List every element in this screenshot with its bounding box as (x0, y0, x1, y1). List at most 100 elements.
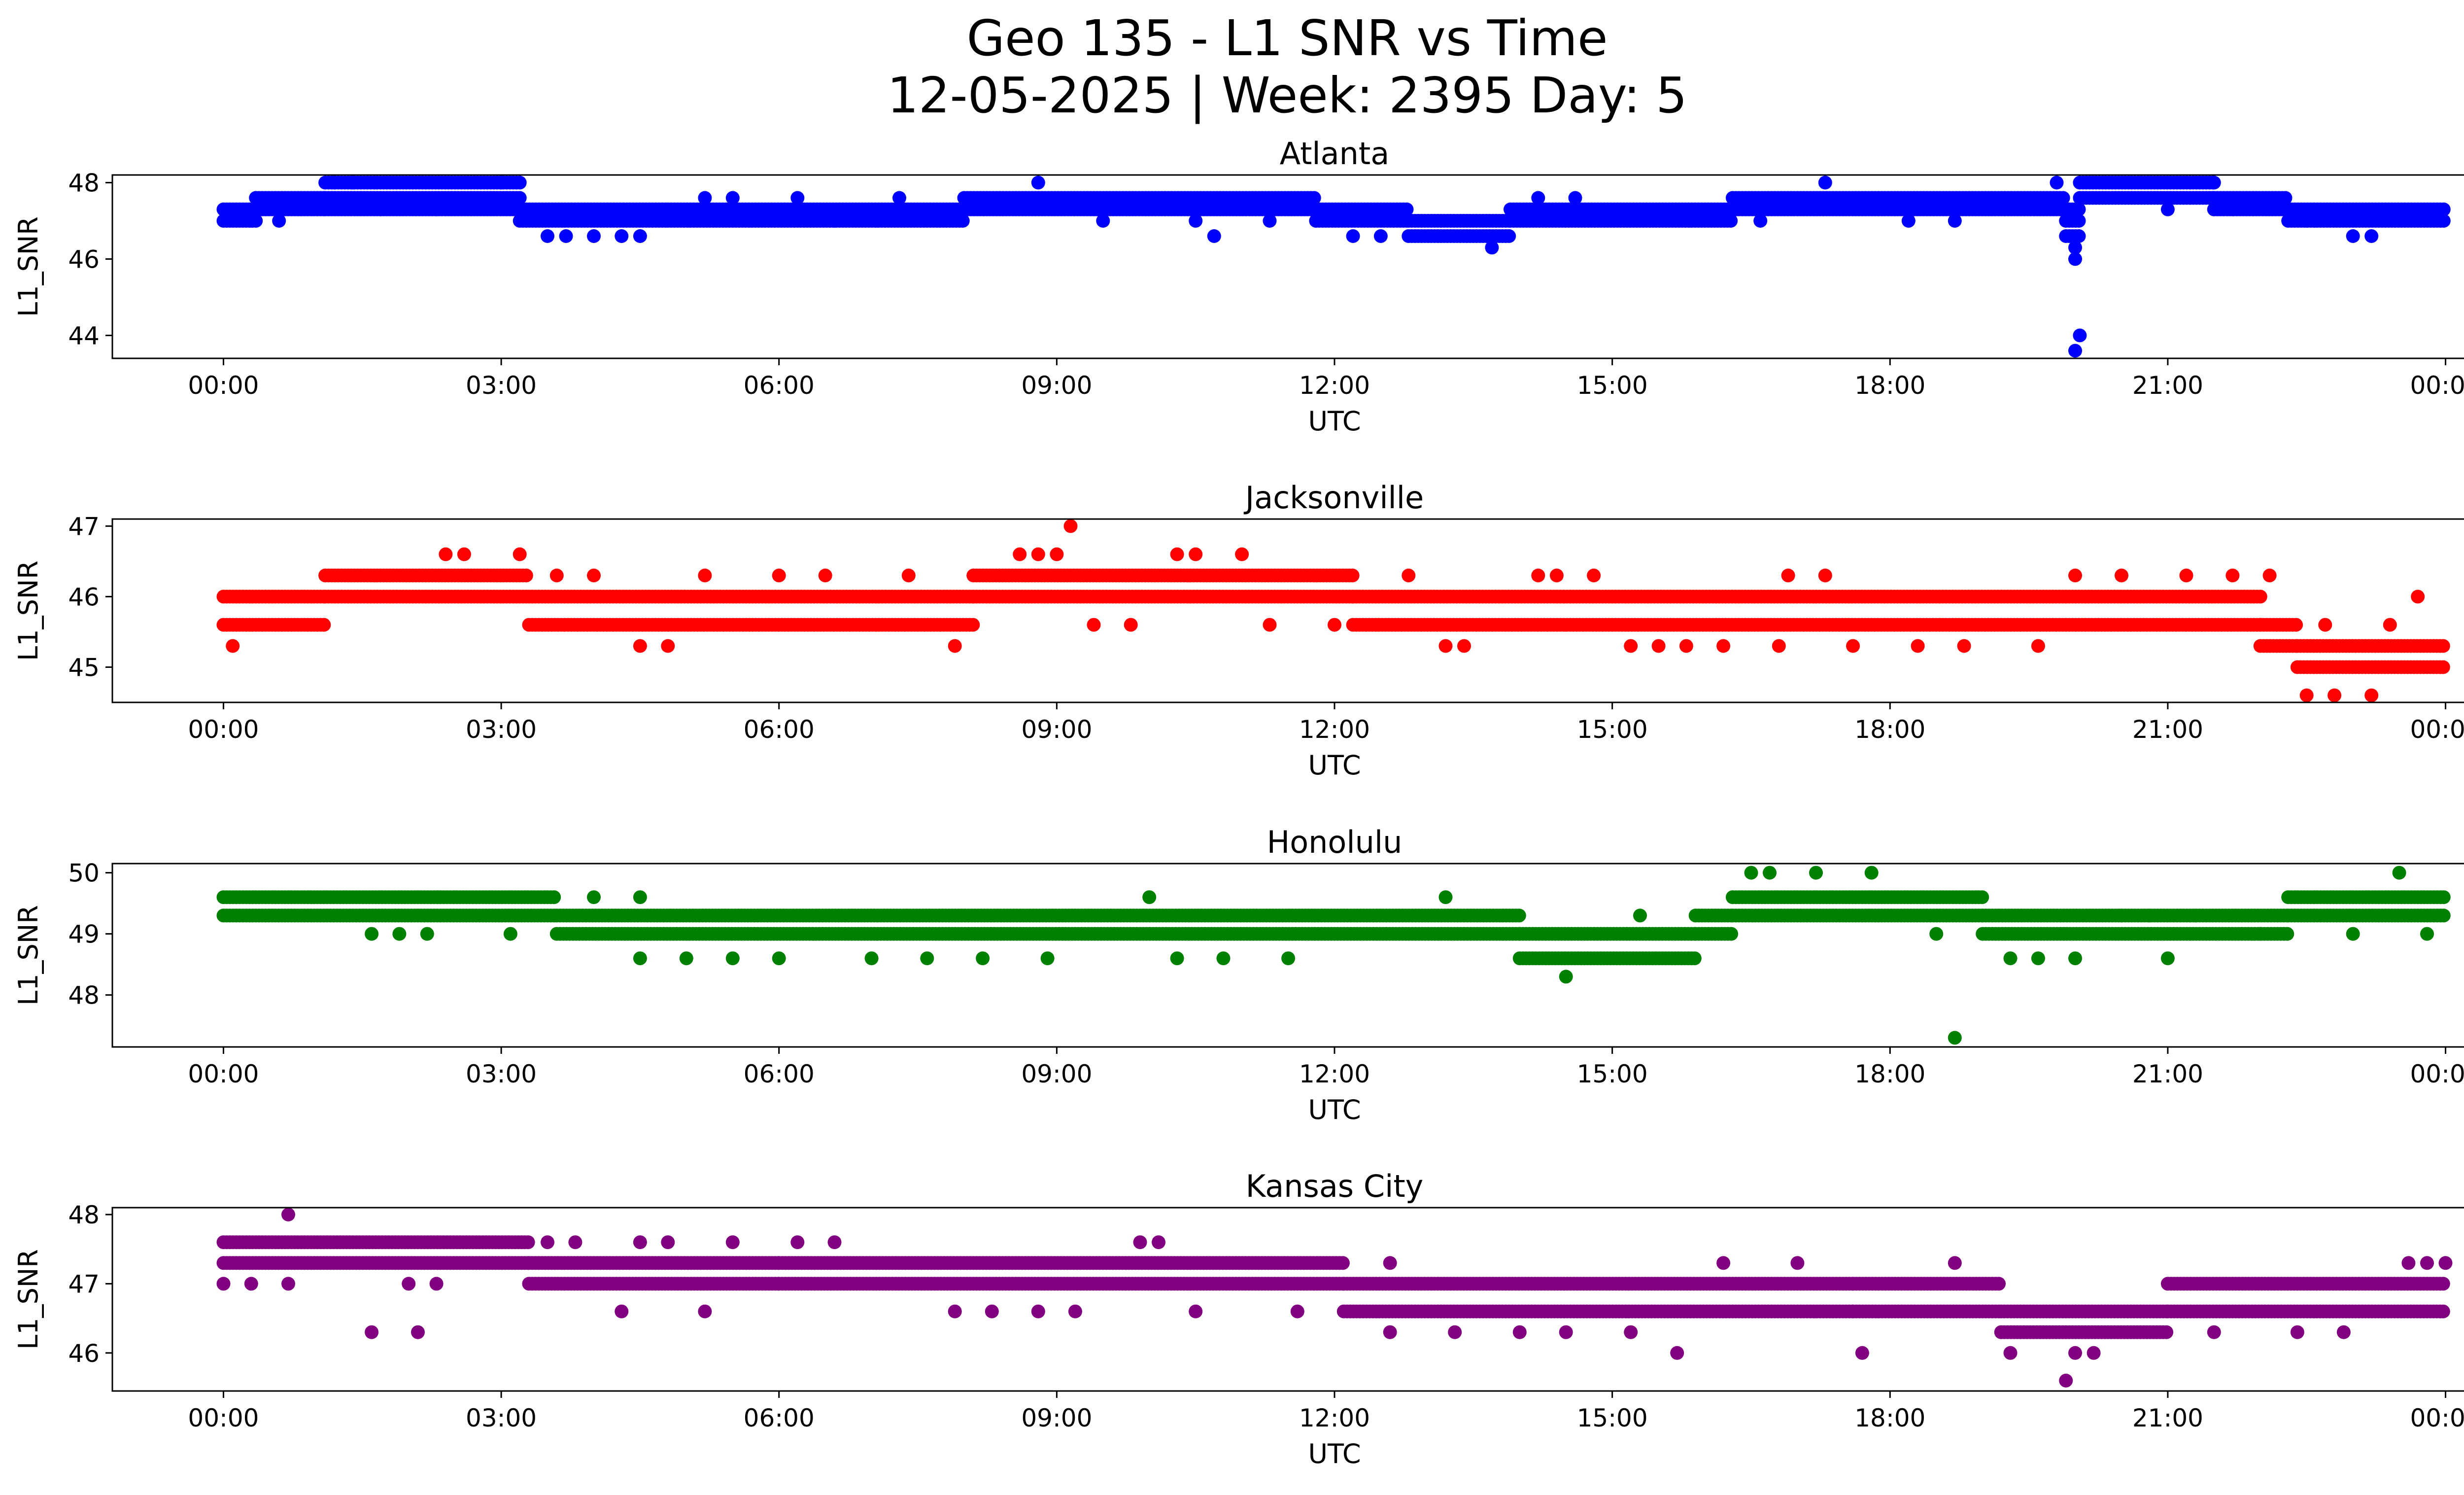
data-point (2280, 927, 2294, 941)
data-point (1050, 547, 1064, 561)
data-point (1716, 639, 1731, 653)
data-point (2031, 951, 2045, 966)
data-point (1818, 175, 1832, 190)
x-tick-label: 21:00 (2132, 1060, 2203, 1088)
data-point (725, 191, 740, 205)
data-point (2346, 927, 2360, 941)
data-point (920, 951, 934, 966)
x-tick-label: 09:00 (1021, 371, 1092, 400)
data-point (2278, 191, 2293, 205)
data-point (1975, 890, 1989, 904)
data-point (2225, 202, 2240, 216)
chart-title-line1: Geo 135 - L1 SNR vs Time (967, 9, 1608, 67)
data-point (420, 927, 434, 941)
data-point (494, 175, 509, 190)
y-tick-label: 45 (68, 653, 100, 682)
panel-title-kansas-city: Kansas City (1246, 1168, 1424, 1204)
panel-title-atlanta: Atlanta (1280, 136, 1389, 172)
data-point (661, 639, 675, 653)
data-point (2072, 202, 2086, 216)
data-point (679, 951, 693, 966)
data-point (226, 639, 240, 653)
data-point (2383, 618, 2397, 632)
data-point (615, 229, 629, 243)
data-point (1438, 639, 1453, 653)
data-point (365, 927, 379, 941)
data-point (559, 229, 573, 243)
data-point (503, 927, 517, 941)
data-point (1263, 214, 1277, 228)
x-tick-label: 15:00 (1577, 1060, 1648, 1088)
y-tick-label: 46 (68, 583, 100, 611)
data-point (2364, 688, 2379, 702)
data-point (1373, 229, 1388, 243)
data-point (1633, 908, 1647, 923)
chart-title-line2: 12-05-2025 | Week: 2395 Day: 5 (887, 67, 1687, 124)
data-point (772, 951, 786, 966)
data-point (2056, 191, 2070, 205)
plot-frame-jacksonville (111, 518, 2464, 703)
y-axis-label: L1_SNR (13, 216, 44, 317)
data-point (1809, 866, 1823, 880)
x-tick-label: 12:00 (1299, 1060, 1370, 1088)
y-tick-label: 46 (68, 245, 100, 274)
data-point (956, 214, 970, 228)
data-point (2253, 590, 2267, 604)
x-tick-label: 00:00 (2410, 1060, 2464, 1088)
x-tick-label: 15:00 (1577, 715, 1648, 744)
data-point (327, 175, 342, 190)
y-tick-label: 48 (68, 169, 100, 198)
data-point (587, 568, 601, 583)
data-point (2436, 214, 2451, 228)
data-point (1753, 214, 1768, 228)
data-point (2436, 660, 2450, 674)
data-point (892, 191, 906, 205)
data-point (1040, 951, 1055, 966)
data-point (1124, 618, 1138, 632)
data-point (1031, 175, 1045, 190)
data-point (2289, 618, 2303, 632)
data-point (272, 214, 286, 228)
data-point (1679, 639, 1693, 653)
data-point (2364, 229, 2379, 243)
data-point (2160, 202, 2175, 216)
panels: Atlanta 44 46 48 00:00 03:00 06:00 09:00 12:00 15… (13, 136, 2464, 1469)
data-point (2262, 568, 2277, 583)
data-point (1346, 229, 1360, 243)
data-point (1328, 618, 1341, 632)
x-tick-label: 21:00 (2132, 371, 2203, 400)
data-point (1189, 547, 1203, 561)
data-point (1724, 927, 1739, 941)
x-tick-label: 18:00 (1854, 715, 1925, 744)
data-point (1031, 547, 1045, 561)
y-tick-label: 50 (68, 859, 100, 888)
data-point (2327, 688, 2342, 702)
data-point (541, 229, 554, 243)
x-tick-label: 06:00 (744, 715, 815, 744)
data-point (2436, 639, 2450, 653)
x-tick-label: 03:00 (466, 715, 537, 744)
x-tick-label: 00:00 (188, 1060, 259, 1088)
y-axis-label: L1_SNR (13, 905, 44, 1006)
data-point (1512, 908, 1526, 923)
data-point (2420, 927, 2434, 941)
data-point (633, 890, 647, 904)
x-tick-label: 00:00 (2410, 715, 2464, 744)
data-point (2318, 618, 2332, 632)
data-point (1207, 229, 1221, 243)
data-point (2068, 568, 2082, 583)
data-point (1781, 568, 1795, 583)
data-point (633, 639, 647, 653)
y-tick-label: 44 (68, 322, 100, 350)
x-tick-label: 21:00 (2132, 715, 2203, 744)
data-point (521, 1235, 535, 1250)
x-axis-label: UTC (1308, 750, 1361, 781)
data-point (587, 229, 601, 243)
data-point (698, 191, 712, 205)
data-point (827, 214, 842, 228)
data-point (1096, 214, 1110, 228)
data-point (513, 547, 527, 561)
data-point (1400, 202, 1414, 216)
data-point (2436, 890, 2451, 904)
